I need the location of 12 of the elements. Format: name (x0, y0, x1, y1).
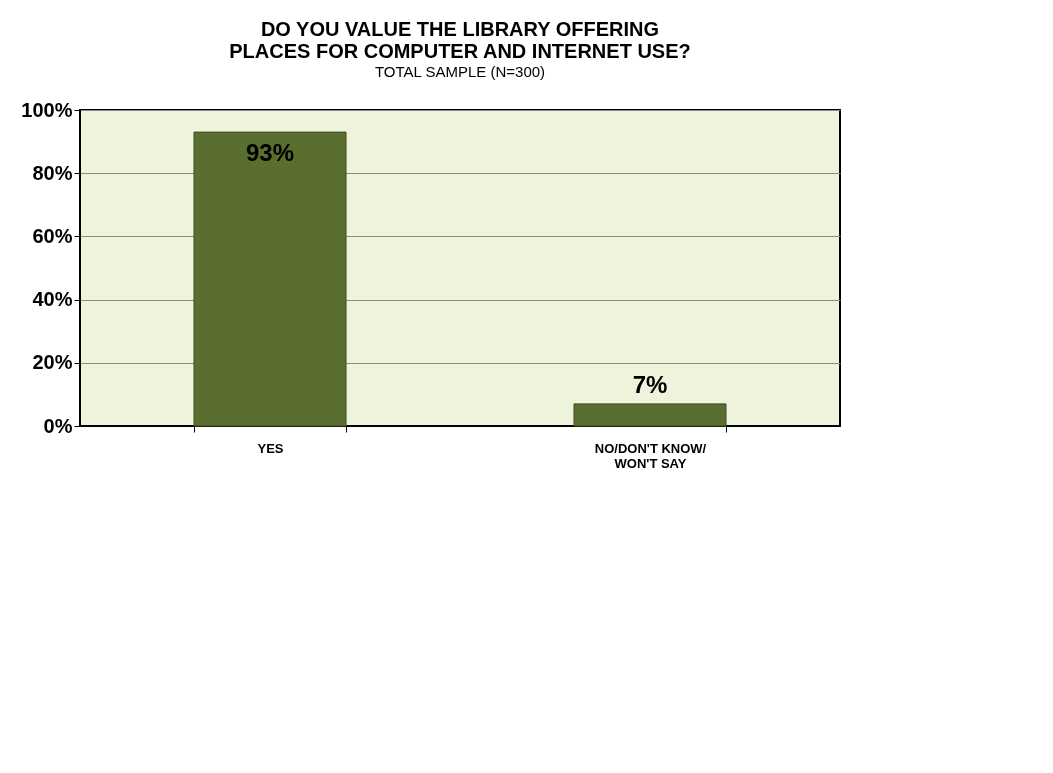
y-tick-label: 40% (32, 288, 73, 311)
y-tick-label: 60% (32, 224, 73, 247)
y-tick-label: 80% (32, 161, 73, 184)
chart-subtitle: TOTAL SAMPLE (N=300) (374, 63, 546, 80)
chart-title: DO YOU VALUE THE LIBRARY OFFERING PLACES FOR COMPUTER AND INTERNET USE? (229, 18, 691, 62)
y-tick-label: 20% (32, 351, 73, 374)
x-tick-label: NO/DON'T KNOW/ WON'T SAY (594, 440, 707, 471)
data-label: 7% (632, 370, 668, 398)
y-tick-label: 100% (21, 98, 73, 121)
y-tick-label: 0% (43, 414, 73, 437)
x-tick-label: YES (257, 440, 284, 456)
data-label: 93% (245, 139, 295, 167)
